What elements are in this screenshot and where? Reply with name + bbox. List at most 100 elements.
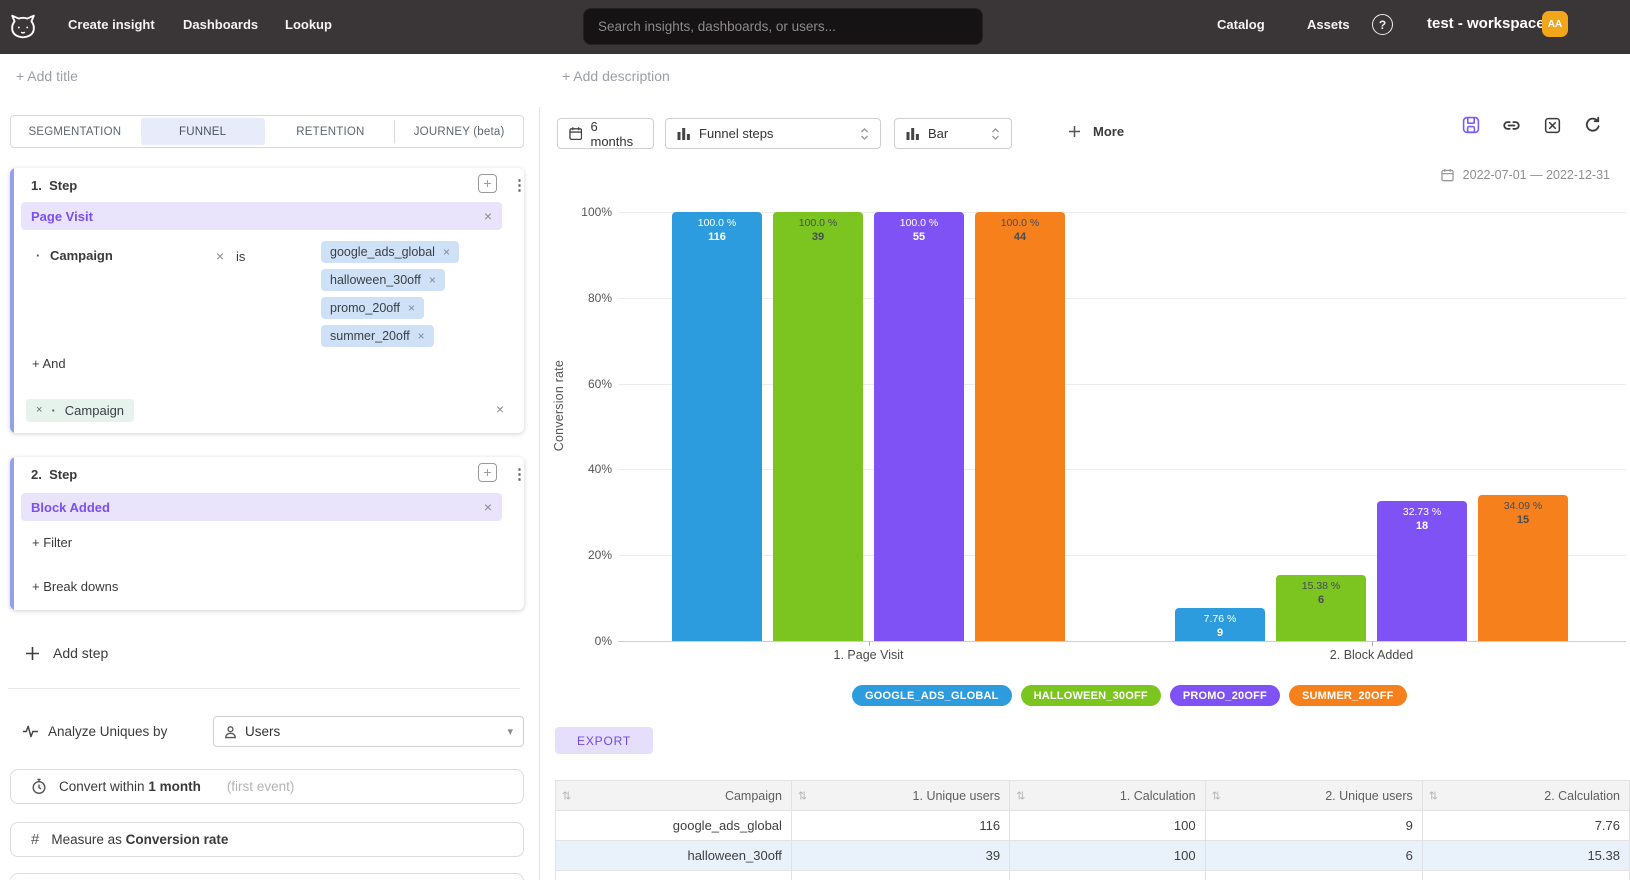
add-and-button[interactable]: + And: [32, 356, 66, 371]
legend-pill-google_ads_global[interactable]: GOOGLE_ADS_GLOBAL: [852, 685, 1012, 706]
sort-icon[interactable]: ⇅: [1016, 790, 1026, 802]
bar-chart-icon: [906, 128, 919, 140]
bar-halloween_30off-1[interactable]: 100.0 % 39: [773, 212, 863, 641]
tab-segmentation[interactable]: SEGMENTATION: [28, 125, 122, 138]
remove-event-icon[interactable]: ×: [483, 499, 492, 515]
event-name: Page Visit: [31, 208, 93, 224]
bar-google_ads_global-1[interactable]: 100.0 % 116: [672, 212, 762, 641]
bar-google_ads_global-2[interactable]: 7.76 % 9: [1175, 607, 1265, 641]
caret-down-icon: ▾: [507, 726, 513, 738]
breakdown-bullet: ·: [51, 403, 56, 418]
refresh-icon[interactable]: [1582, 114, 1604, 136]
filter-operator[interactable]: is: [236, 249, 246, 264]
add-event-icon[interactable]: +: [478, 463, 497, 482]
filter-value-chip[interactable]: promo_20off ×: [321, 297, 424, 319]
date-range-value: 2022-07-01 — 2022-12-31: [1462, 168, 1610, 182]
remove-value-icon[interactable]: ×: [407, 301, 415, 315]
insight-toolbar: + Add title + Add description: [0, 54, 1630, 134]
remove-event-icon[interactable]: ×: [483, 208, 492, 224]
sort-icon[interactable]: ⇅: [1211, 790, 1221, 802]
analyze-by-select[interactable]: Users ▾: [213, 716, 524, 747]
filter-property[interactable]: Campaign: [49, 248, 113, 263]
nav-item-catalog[interactable]: Catalog: [1217, 17, 1265, 32]
x-axis-tick: [1371, 641, 1373, 646]
filter-value-chip[interactable]: halloween_30off ×: [321, 269, 445, 291]
y-tick-label: 20%: [587, 548, 612, 563]
conversion-window-box[interactable]: Convert within 1 month (first event): [10, 769, 524, 804]
user-avatar[interactable]: AA: [1542, 11, 1568, 37]
remove-filter-icon[interactable]: ×: [216, 248, 225, 264]
remove-breakdown-row-icon[interactable]: ×: [496, 401, 505, 417]
nav-item-assets[interactable]: Assets: [1307, 17, 1350, 32]
calendar-icon: [569, 127, 583, 141]
add-breakdowns-button[interactable]: + Break downs: [32, 579, 119, 594]
nav-item-lookup[interactable]: Lookup: [285, 17, 332, 32]
cat-logo-icon[interactable]: [8, 12, 38, 42]
column-header[interactable]: ⇅ 2. Unique users: [1204, 780, 1423, 811]
chart-type-select[interactable]: Bar: [894, 118, 1012, 149]
share-link-icon[interactable]: [1500, 114, 1522, 136]
legend-pill-promo_20off[interactable]: PROMO_20OFF: [1169, 685, 1280, 706]
column-header[interactable]: ⇅ 1. Calculation: [1009, 780, 1206, 811]
legend-pill-summer_20off[interactable]: SUMMER_20OFF: [1288, 685, 1407, 706]
partial-settings-box: [10, 873, 524, 880]
column-header[interactable]: ⇅ Campaign: [555, 780, 792, 811]
breakdown-property: Campaign: [64, 403, 125, 418]
nav-item-create-insight[interactable]: Create insight: [68, 17, 155, 32]
workspace-name[interactable]: test - workspace: [1427, 15, 1545, 32]
add-description-button[interactable]: + Add description: [562, 68, 670, 84]
step-2-menu-icon[interactable]: ⋮: [512, 466, 524, 483]
bar-summer_20off-1[interactable]: 100.0 % 44: [975, 212, 1065, 641]
breakdown-chip[interactable]: × · Campaign: [26, 399, 135, 422]
column-header[interactable]: ⇅ 1. Unique users: [790, 780, 1011, 811]
measure-box[interactable]: # Measure as Conversion rate: [10, 822, 524, 857]
add-filter-button[interactable]: + Filter: [32, 535, 73, 550]
convert-prefix: Convert within: [59, 779, 145, 794]
bar-halloween_30off-2[interactable]: 15.38 % 6: [1276, 575, 1366, 641]
global-search-input[interactable]: [583, 8, 983, 45]
sort-icon[interactable]: ⇅: [797, 790, 808, 802]
chart-type-value: Bar: [928, 126, 949, 141]
column-header[interactable]: ⇅ 2. Calculation: [1421, 780, 1630, 811]
remove-breakdown-icon[interactable]: ×: [36, 404, 43, 416]
event-row-page-visit[interactable]: Page Visit ×: [21, 202, 502, 230]
remove-value-icon[interactable]: ×: [428, 273, 436, 287]
help-icon[interactable]: ?: [1372, 14, 1393, 35]
bar-promo_20off-2[interactable]: 32.73 % 18: [1377, 500, 1467, 641]
filter-bullet: ·: [36, 248, 41, 263]
updown-caret-icon: [991, 127, 1000, 141]
add-step-button[interactable]: Add step: [25, 645, 108, 661]
filter-value-chip[interactable]: google_ads_global ×: [321, 241, 459, 263]
tab-retention[interactable]: RETENTION: [296, 125, 365, 138]
more-button[interactable]: More: [1068, 124, 1124, 139]
filter-value-chip[interactable]: summer_20off ×: [321, 325, 434, 347]
breakdown-mode-select[interactable]: Funnel steps: [665, 118, 881, 149]
event-row-block-added[interactable]: Block Added ×: [21, 493, 502, 521]
time-window-button[interactable]: 6 months: [557, 118, 654, 149]
bar-summer_20off-2[interactable]: 34.09 % 15: [1478, 494, 1568, 641]
table-header-row: ⇅ Campaign ⇅ 1. Unique users ⇅ 1. Calculation…: [555, 780, 1630, 811]
bar-count-label: 15: [1516, 513, 1530, 526]
save-icon[interactable]: [1460, 114, 1482, 136]
bar-promo_20off-1[interactable]: 100.0 % 55: [874, 212, 964, 641]
close-icon[interactable]: [1541, 114, 1563, 136]
add-title-button[interactable]: + Add title: [16, 68, 78, 84]
analyze-label: Analyze Uniques by: [48, 724, 168, 739]
sort-icon[interactable]: ⇅: [1428, 790, 1439, 802]
tab-journey-beta[interactable]: JOURNEY (beta): [413, 125, 505, 138]
export-button[interactable]: EXPORT: [555, 727, 653, 754]
legend-pill-halloween_30off[interactable]: HALLOWEEN_30OFF: [1020, 685, 1161, 706]
event-name: Block Added: [31, 499, 110, 515]
add-event-icon[interactable]: +: [478, 174, 497, 193]
nav-item-dashboards[interactable]: Dashboards: [183, 17, 259, 32]
sort-icon[interactable]: ⇅: [562, 790, 572, 802]
tab-funnel[interactable]: FUNNEL: [140, 118, 265, 145]
remove-value-icon[interactable]: ×: [442, 245, 450, 259]
step-1-menu-icon[interactable]: ⋮: [512, 177, 524, 194]
y-tick-label: 60%: [587, 376, 612, 391]
remove-value-icon[interactable]: ×: [417, 329, 425, 343]
table-cell: [555, 870, 792, 880]
breakdown-mode-value: Funnel steps: [699, 126, 774, 141]
date-range: 2022-07-01 — 2022-12-31: [1440, 168, 1610, 182]
y-axis-label: Conversion rate: [552, 360, 566, 452]
